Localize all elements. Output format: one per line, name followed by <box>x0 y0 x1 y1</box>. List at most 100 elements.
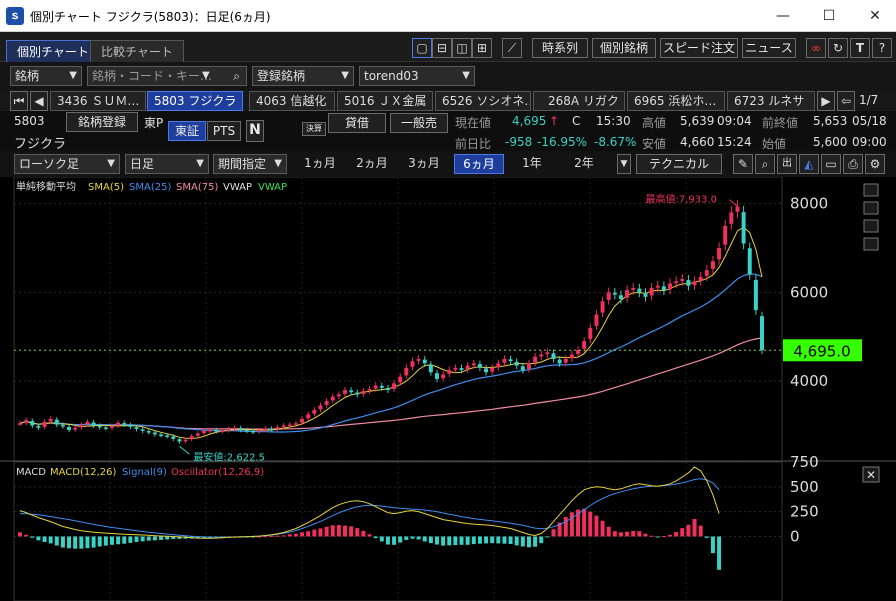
stock-tab[interactable]: 6965 浜松ホ… <box>627 91 725 111</box>
back-icon[interactable]: ⇦ <box>837 91 855 111</box>
search-type-select[interactable]: 銘柄 ▼ <box>10 66 82 86</box>
prev-close-date: 05/18 <box>852 114 887 128</box>
technical-button[interactable]: テクニカル <box>636 154 722 174</box>
individual-stock-button[interactable]: 個別銘柄 <box>592 38 656 58</box>
tab-compare-chart[interactable]: 比較チャート <box>90 40 184 62</box>
oscillator-bar <box>717 536 722 570</box>
candle-body <box>73 427 78 430</box>
period-1m[interactable]: 1ヵ月 <box>304 156 336 170</box>
oscillator-bar <box>109 536 114 545</box>
candle-body <box>533 356 538 363</box>
search-input[interactable]: 銘柄・コード・キー… ▼ ⌕ <box>87 66 247 86</box>
stock-tab[interactable]: 4063 信越化 <box>249 91 335 111</box>
period-3m[interactable]: 3ヵ月 <box>408 156 440 170</box>
area-chart-icon[interactable]: ◭ <box>799 154 819 174</box>
oscillator-bar <box>159 536 164 540</box>
stock-tab[interactable]: 6526 ソシオネ… <box>435 91 531 111</box>
sma25-legend: SMA(25) <box>129 182 171 193</box>
tab-individual-chart[interactable]: 個別チャート <box>6 40 100 62</box>
chevron-down-icon: ▼ <box>107 158 115 169</box>
oscillator-bar <box>471 536 476 545</box>
candle-body <box>569 354 574 359</box>
candle-body <box>563 358 568 363</box>
period-2m[interactable]: 2ヵ月 <box>356 156 388 170</box>
exchange-tse-button[interactable]: 東証 <box>168 121 206 141</box>
candle-body <box>668 283 673 290</box>
candle-type-select[interactable]: ローソク足 ▼ <box>14 154 120 174</box>
general-sell-button[interactable]: 一般売 <box>390 113 448 133</box>
candle-body <box>557 359 562 364</box>
period-2y[interactable]: 2年 <box>574 156 594 170</box>
candle-body <box>293 423 298 425</box>
registered-stocks-select[interactable]: 登録銘柄 ▼ <box>252 66 354 86</box>
layout-split-v-icon[interactable]: ◫ <box>452 38 472 58</box>
candle-body <box>85 421 90 425</box>
pane-restore-icon[interactable] <box>863 201 879 215</box>
volume-icon[interactable]: 出 <box>777 154 797 174</box>
maximize-button[interactable]: ☐ <box>822 8 836 24</box>
period-spec-select[interactable]: 期間指定 ▼ <box>213 154 287 174</box>
oscillator-bar <box>533 536 538 547</box>
period-1y[interactable]: 1年 <box>522 156 542 170</box>
text-size-icon[interactable]: T <box>850 38 870 58</box>
exchange-pts-button[interactable]: PTS <box>207 121 241 141</box>
draw-line-icon[interactable]: ⟋ <box>502 38 522 58</box>
chevron-down-icon: ▼ <box>462 70 470 81</box>
close-icon[interactable]: ✕ <box>866 468 876 482</box>
period-6m[interactable]: 6ヵ月 <box>454 154 504 174</box>
macd-tick-label: 0 <box>790 527 800 545</box>
candle-body <box>692 281 697 286</box>
pane-maximize-icon[interactable] <box>863 183 879 197</box>
next-icon[interactable]: ▶ <box>817 91 835 111</box>
zoom-icon[interactable]: ⌕ <box>755 154 775 174</box>
chevron-down-icon[interactable]: ▼ <box>617 154 631 174</box>
stock-tab[interactable]: 6723 ルネサ <box>727 91 815 111</box>
lend-button[interactable]: 貸借 <box>328 113 386 133</box>
register-stock-button[interactable]: 銘柄登録 <box>66 112 138 132</box>
close-macd-pane-icon[interactable] <box>862 466 880 483</box>
folder-icon[interactable]: ▭ <box>821 154 841 174</box>
interval-select[interactable]: 日足 ▼ <box>125 154 209 174</box>
print-icon[interactable]: ⎙ <box>843 154 863 174</box>
link-icon[interactable]: ∞ <box>806 38 826 58</box>
oscillator-bar <box>698 525 703 537</box>
stock-tab[interactable]: 3436 ＳＵＭ… <box>50 91 146 111</box>
candle-body <box>109 425 114 428</box>
help-icon[interactable]: ? <box>872 38 892 58</box>
sma5-line <box>19 226 763 440</box>
candle-body <box>490 367 495 372</box>
candle-body <box>471 363 476 366</box>
layout-single-icon[interactable]: ▢ <box>412 38 432 58</box>
macd-line-legend: MACD(12,26) <box>50 467 117 478</box>
minimize-button[interactable]: — <box>776 8 790 24</box>
search-icon[interactable]: ⌕ <box>233 69 240 83</box>
candle-body <box>318 405 323 410</box>
stock-tab[interactable]: 5016 ＪＸ金属 <box>337 91 433 111</box>
pen-icon[interactable]: ✎ <box>733 154 753 174</box>
stock-tab[interactable]: 268A リガク <box>533 91 625 111</box>
layout-split-h-icon[interactable]: ⊟ <box>432 38 452 58</box>
layout-grid-icon[interactable]: ⊞ <box>472 38 492 58</box>
candle-body <box>539 354 544 357</box>
undo-icon[interactable] <box>863 219 879 233</box>
oscillator-bar <box>710 536 715 554</box>
stock-list-value: torend03 <box>364 69 419 83</box>
high-time: 09:04 <box>717 114 752 128</box>
oscillator-bar <box>612 531 617 537</box>
prev-icon[interactable]: ◀ <box>30 91 48 111</box>
chevron-down-icon: ▼ <box>274 158 282 169</box>
refresh-icon[interactable]: ↻ <box>828 38 848 58</box>
stock-list-select[interactable]: torend03 ▼ <box>359 66 475 86</box>
candle-body <box>588 327 593 340</box>
stock-tab-active[interactable]: 5803 フジクラ <box>147 91 243 111</box>
settings-gear-icon[interactable]: ⚙ <box>865 154 885 174</box>
oscillator-bar <box>330 525 335 537</box>
oscillator-bar <box>24 534 29 537</box>
redo-icon[interactable] <box>863 237 879 251</box>
candle-body <box>91 422 96 426</box>
timeseries-button[interactable]: 時系列 <box>532 38 588 58</box>
close-button[interactable]: ✕ <box>869 8 881 24</box>
news-button[interactable]: ニュース <box>742 38 796 58</box>
speed-order-button[interactable]: スピード注文 <box>660 38 738 58</box>
first-page-icon[interactable]: ⏮ <box>10 91 28 111</box>
